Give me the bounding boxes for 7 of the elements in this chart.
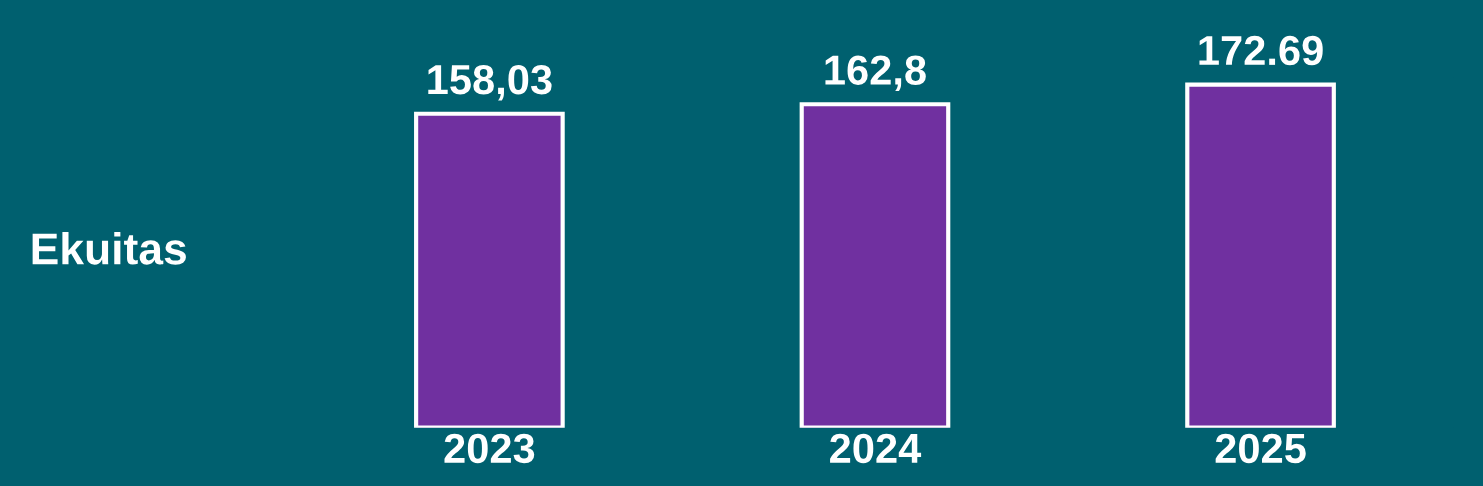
data-label: 158,03 — [428, 64, 552, 101]
x-tick-label: 2024 — [830, 433, 922, 464]
y-axis-title: Ekuitas — [32, 232, 186, 265]
x-tick-label: 2025 — [1215, 433, 1306, 464]
x-tick-label: 2023 — [444, 433, 535, 464]
data-label: 172.69 — [1199, 35, 1323, 66]
data-label: 162,8 — [825, 55, 926, 91]
